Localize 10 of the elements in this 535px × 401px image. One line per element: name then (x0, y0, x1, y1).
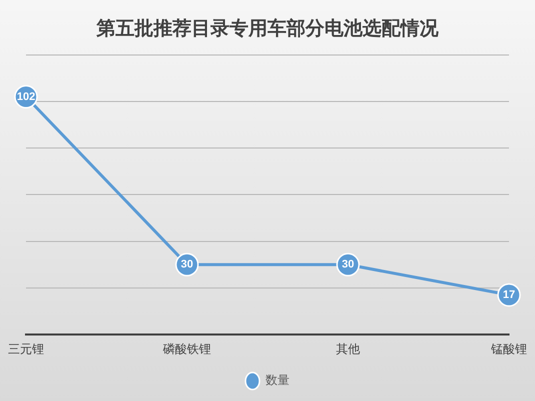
data-label: 17 (502, 288, 516, 301)
legend-label: 数量 (266, 373, 290, 388)
x-tick-label: 三元锂 (8, 342, 44, 356)
data-label: 30 (342, 258, 354, 271)
x-tick-label: 其他 (336, 342, 360, 356)
data-label: 30 (180, 258, 194, 271)
data-label: 102 (16, 90, 36, 103)
chart-title: 第五批推荐目录专用车部分电池选配情况 (96, 17, 440, 40)
x-tick-label: 磷酸铁锂 (162, 342, 211, 356)
x-tick-label: 锰酸锂 (490, 342, 527, 356)
